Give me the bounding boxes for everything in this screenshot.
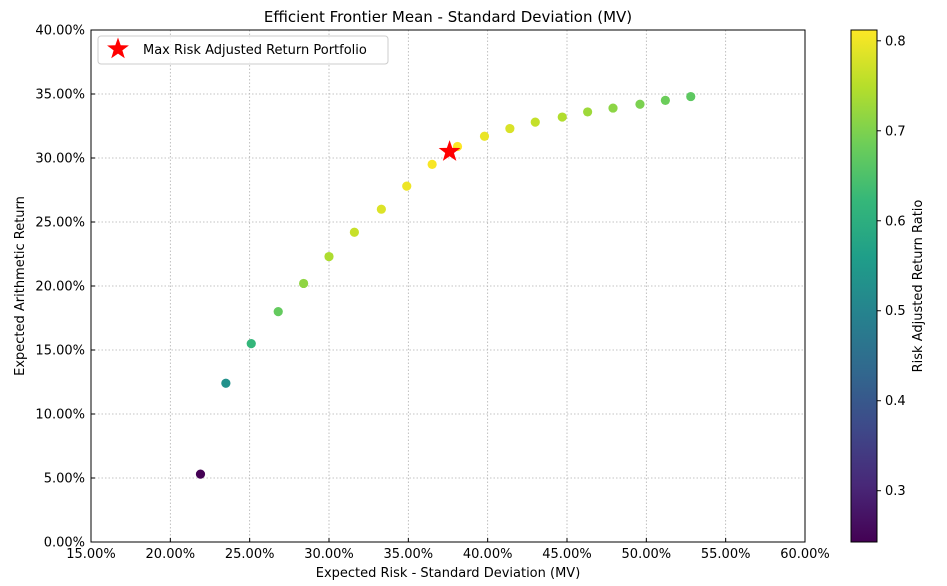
highlight-layer — [438, 140, 461, 161]
x-tick-label: 35.00% — [384, 547, 434, 562]
colorbar-tick-label: 0.8 — [885, 34, 906, 49]
scatter-point — [686, 91, 696, 102]
y-tick-label: 10.00% — [35, 408, 85, 423]
colorbar-tick-label: 0.7 — [885, 124, 906, 139]
x-tick-label: 25.00% — [225, 547, 275, 562]
scatter-point — [479, 131, 490, 141]
scatter-point — [221, 378, 231, 388]
y-tick-label: 35.00% — [35, 88, 85, 103]
chart-title: Efficient Frontier Mean - Standard Devia… — [264, 8, 632, 26]
scatter-point — [324, 251, 334, 262]
scatter-point — [246, 339, 256, 349]
colorbar-tick-label: 0.6 — [885, 214, 906, 229]
y-tick-label: 20.00% — [35, 280, 85, 295]
colorbar-title: Risk Adjusted Return Ratio — [911, 200, 926, 373]
y-tick-label: 15.00% — [35, 344, 85, 359]
colorbar-tick-label: 0.5 — [885, 304, 906, 319]
x-axis-ticks: 15.00% 20.00% 25.00% 30.00% 35.00% 40.00% 45.0… — [66, 538, 830, 562]
max-risk-adjusted-star — [438, 140, 461, 161]
legend: Max Risk Adjusted Return Portfolio — [97, 35, 389, 65]
y-tick-label: 25.00% — [35, 216, 85, 231]
y-tick-label: 0.00% — [44, 536, 85, 551]
x-tick-label: 55.00% — [701, 547, 751, 562]
scatter-point — [505, 123, 515, 134]
scatter-point — [195, 469, 206, 479]
scatter-point — [299, 278, 309, 289]
y-axis-title: Expected Arithmetic Return — [13, 196, 28, 376]
x-tick-label: 40.00% — [463, 547, 513, 562]
colorbar-gradient — [850, 29, 878, 543]
y-tick-label: 40.00% — [35, 24, 85, 39]
colorbar-tick-label: 0.3 — [885, 484, 906, 499]
scatter-point — [349, 227, 359, 237]
x-tick-label: 45.00% — [542, 547, 592, 562]
x-tick-label: 20.00% — [146, 547, 196, 562]
scatter-point — [635, 99, 645, 109]
x-axis-title: Expected Risk - Standard Deviation (MV) — [316, 566, 581, 581]
y-axis-ticks: 0.00% 5.00% 10.00% 15.00% 20.00% 25.00% 30.00%… — [35, 24, 95, 551]
scatter-points — [195, 91, 696, 479]
scatter-point — [427, 159, 437, 169]
x-tick-label: 50.00% — [622, 547, 672, 562]
colorbar-tick-label: 0.4 — [885, 394, 906, 409]
scatter-point — [660, 95, 670, 105]
grid-lines — [91, 30, 805, 542]
colorbar: 0.3 0.4 0.5 0.6 0.7 0.8 Risk Adjusted Return … — [850, 29, 926, 543]
scatter-point — [402, 181, 412, 191]
x-tick-label: 60.00% — [780, 547, 830, 562]
legend-box — [97, 35, 389, 65]
scatter-point — [557, 112, 567, 122]
scatter-point — [608, 103, 618, 113]
y-tick-label: 5.00% — [44, 472, 85, 487]
scatter-point — [273, 307, 283, 317]
scatter-point — [583, 107, 593, 117]
legend-label: Max Risk Adjusted Return Portfolio — [143, 43, 367, 58]
colorbar-ticks: 0.3 0.4 0.5 0.6 0.7 0.8 — [877, 34, 906, 499]
x-tick-label: 30.00% — [304, 547, 354, 562]
legend-star-icon — [107, 37, 129, 59]
x-tick-label: 15.00% — [66, 547, 116, 562]
scatter-point — [530, 117, 540, 127]
y-tick-label: 30.00% — [35, 152, 85, 167]
scatter-point — [376, 204, 386, 214]
